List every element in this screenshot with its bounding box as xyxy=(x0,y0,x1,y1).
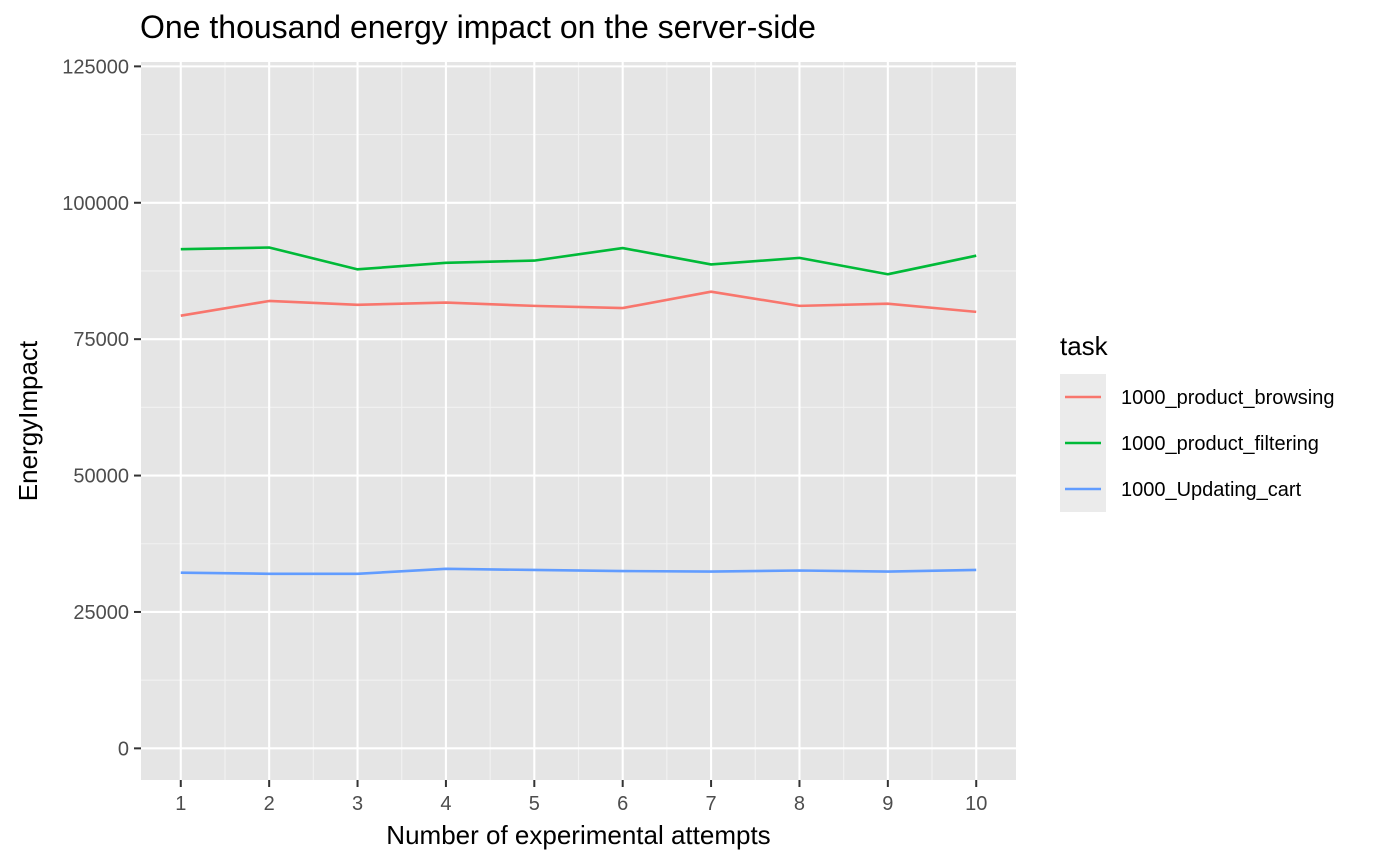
x-tick-label: 3 xyxy=(352,793,363,815)
series-line-1000_product_filtering xyxy=(180,246,977,276)
x-tick-label: 5 xyxy=(529,793,540,815)
legend-title: task xyxy=(1060,331,1109,361)
series-lines xyxy=(180,246,977,576)
x-tick-label: 2 xyxy=(264,793,275,815)
x-tick-label: 9 xyxy=(882,793,893,815)
series-line-1000_product_browsing xyxy=(180,290,977,317)
legend-label: 1000_product_filtering xyxy=(1121,433,1319,455)
grid xyxy=(141,62,1016,780)
series-line-1000_Updating_cart xyxy=(180,567,977,576)
legend-label: 1000_product_browsing xyxy=(1121,387,1335,409)
y-axis: 0 25000 50000 75000 100000 125000 xyxy=(62,56,141,760)
x-tick-label: 4 xyxy=(440,793,451,815)
y-tick-label: 75000 xyxy=(73,329,129,351)
x-tick-label: 6 xyxy=(617,793,628,815)
x-tick-label: 10 xyxy=(965,793,987,815)
legend: task 1000_product_browsing 1000_product_f… xyxy=(1060,331,1335,512)
y-tick-label: 125000 xyxy=(62,56,129,78)
legend-label: 1000_Updating_cart xyxy=(1121,479,1302,501)
y-tick-label: 0 xyxy=(118,738,129,760)
x-axis: 1 2 3 4 5 6 7 8 9 10 xyxy=(175,780,987,815)
y-tick-label: 25000 xyxy=(73,602,129,624)
x-axis-title: Number of experimental attempts xyxy=(386,820,770,850)
chart-title: One thousand energy impact on the server… xyxy=(140,9,816,45)
y-axis-title: EnergyImpact xyxy=(13,340,43,501)
y-tick-label: 100000 xyxy=(62,193,129,215)
x-tick-label: 8 xyxy=(794,793,805,815)
y-tick-label: 50000 xyxy=(73,466,129,488)
x-tick-label: 1 xyxy=(175,793,186,815)
x-tick-label: 7 xyxy=(706,793,717,815)
